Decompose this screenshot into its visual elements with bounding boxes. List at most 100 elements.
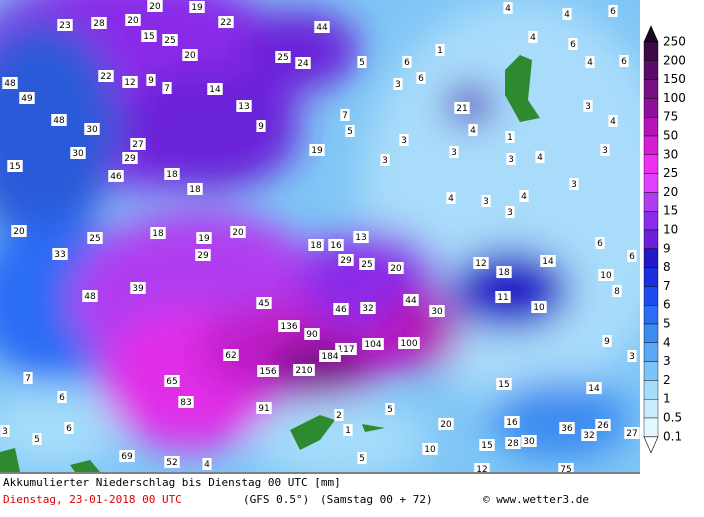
- value-box: [385, 403, 395, 415]
- value-label: 23: [59, 21, 70, 31]
- value-box: [82, 290, 98, 302]
- value-box: [256, 120, 266, 132]
- value-label: 21: [456, 104, 467, 114]
- value-box: [388, 262, 404, 274]
- value-box: [468, 124, 478, 136]
- value-box: [586, 382, 602, 394]
- value-label: 4: [505, 4, 511, 14]
- value-label: 13: [238, 102, 249, 112]
- value-label: 3: [585, 102, 591, 112]
- value-label: 6: [404, 58, 410, 68]
- value-box: [608, 115, 618, 127]
- legend-swatch: [643, 60, 659, 80]
- value-box: [505, 206, 515, 218]
- value-label: 15: [143, 32, 154, 42]
- value-box: [319, 350, 341, 362]
- value-label: 14: [588, 384, 600, 394]
- value-label: 22: [100, 72, 111, 82]
- value-label: 15: [498, 380, 509, 390]
- value-label: 3: [382, 156, 388, 166]
- value-box: [399, 134, 409, 146]
- value-box: [178, 396, 194, 408]
- value-label: 5: [359, 454, 365, 464]
- legend-swatch: [643, 154, 659, 174]
- legend-label: 10: [663, 223, 678, 237]
- value-label: 20: [390, 264, 402, 274]
- value-box: [236, 100, 252, 112]
- value-label: 44: [316, 23, 328, 33]
- footer-model: (GFS 0.5°): [243, 493, 309, 506]
- value-box: [122, 152, 138, 164]
- value-box: [7, 160, 23, 172]
- value-box: [182, 49, 198, 61]
- value-label: 27: [132, 140, 143, 150]
- legend-swatch: [643, 192, 659, 212]
- value-label: 6: [629, 252, 635, 262]
- value-box: [84, 123, 100, 135]
- value-box: [595, 419, 611, 431]
- value-box: [164, 456, 180, 468]
- legend-swatch: [643, 79, 659, 99]
- value-label: 12: [124, 78, 135, 88]
- value-box: [473, 257, 489, 269]
- legend-label: 2: [663, 373, 671, 387]
- value-label: 10: [533, 303, 545, 313]
- legend-label: 0.5: [663, 411, 682, 425]
- value-box: [256, 297, 272, 309]
- value-box: [521, 435, 537, 447]
- legend-swatch: [643, 417, 659, 437]
- value-label: 30: [86, 125, 98, 135]
- value-label: 4: [448, 194, 454, 204]
- value-label: 15: [481, 441, 492, 451]
- value-label: 18: [166, 170, 178, 180]
- value-box: [256, 402, 272, 414]
- footer-title: Akkumulierter Niederschlag bis Dienstag …: [3, 476, 341, 489]
- value-box: [353, 231, 369, 243]
- value-label: 20: [184, 51, 196, 61]
- legend-label: 200: [663, 53, 686, 67]
- value-box: [608, 5, 618, 17]
- value-label: 32: [583, 431, 594, 441]
- value-box: [506, 153, 516, 165]
- legend-label: 4: [663, 335, 671, 349]
- value-box: [275, 51, 291, 63]
- value-label: 18: [498, 268, 510, 278]
- value-box: [196, 232, 212, 244]
- value-label: 7: [342, 111, 348, 121]
- value-label: 44: [405, 296, 417, 306]
- value-label: 4: [470, 126, 476, 136]
- value-label: 136: [280, 322, 297, 332]
- value-label: 10: [600, 271, 612, 281]
- value-label: 5: [359, 58, 365, 68]
- value-label: 12: [475, 259, 486, 269]
- value-label: 117: [337, 345, 354, 355]
- legend-label: 7: [663, 279, 671, 293]
- value-box: [19, 92, 35, 104]
- value-label: 48: [4, 79, 16, 89]
- value-label: 20: [232, 228, 244, 238]
- footer-date: Dienstag, 23-01-2018 00 UTC: [3, 493, 182, 506]
- legend-label: 8: [663, 260, 671, 274]
- value-box: [130, 282, 146, 294]
- legend-swatch: [643, 399, 659, 419]
- value-label: 48: [84, 292, 96, 302]
- value-box: [87, 232, 103, 244]
- legend-label: 1: [663, 392, 671, 406]
- value-box: [624, 427, 640, 439]
- legend-bottom: [643, 436, 659, 454]
- value-box: [223, 349, 239, 361]
- value-label: 19: [311, 146, 323, 156]
- value-label: 3: [507, 208, 513, 218]
- legend-label: 15: [663, 204, 678, 218]
- value-box: [304, 328, 320, 340]
- value-box: [393, 78, 403, 90]
- value-box: [398, 337, 420, 349]
- value-box: [195, 249, 211, 261]
- value-box: [540, 255, 556, 267]
- legend-swatch: [643, 135, 659, 155]
- value-label: 6: [59, 393, 65, 403]
- legend-swatch: [643, 342, 659, 362]
- value-box: [340, 109, 350, 121]
- value-label: 5: [34, 435, 40, 445]
- value-box: [559, 422, 575, 434]
